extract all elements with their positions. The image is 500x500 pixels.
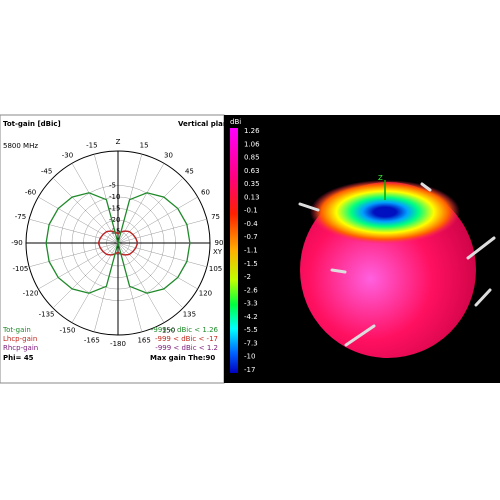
colorbar-tick-label: -7.3 — [244, 339, 258, 347]
pattern-3d-top — [310, 180, 460, 244]
axes-3d — [298, 182, 496, 347]
r-tick-label: -15 — [109, 205, 120, 213]
phi: Phi= 45 — [3, 354, 34, 362]
grid-spoke — [117, 196, 198, 244]
frequency: 5800 MHz — [3, 142, 38, 150]
grid-spoke — [71, 242, 119, 323]
theta-tick-label: 105 — [209, 265, 222, 273]
theta-tick-label: -75 — [15, 213, 26, 221]
theta-tick-label: -90 — [11, 239, 22, 247]
legend-range: -999 < dBic < 1.2 — [155, 344, 218, 352]
theta-tick-label: 165 — [137, 337, 150, 345]
colorbar-tick-label: 1.26 — [244, 127, 260, 135]
theta-tick-label: -120 — [23, 290, 39, 298]
grid-spoke — [38, 196, 119, 244]
theta-tick-label: 60 — [201, 189, 210, 197]
theta-tick-label: 30 — [164, 152, 173, 160]
colorbar-tick-label: 0.63 — [244, 167, 260, 175]
colorbar-tick-label: -3.3 — [244, 300, 258, 308]
colorbar-tick-label: -0.4 — [244, 220, 258, 228]
theta-tick-label: -45 — [41, 168, 52, 176]
colorbar-tick-label: -17 — [244, 366, 255, 374]
colorbar-tick-label: 0.13 — [244, 193, 260, 201]
theta-tick-label: 15 — [140, 141, 149, 149]
legend-name: Lhcp-gain — [3, 335, 37, 343]
r-tick-label: -20 — [109, 216, 120, 224]
r-tick-label: -5 — [109, 182, 116, 190]
grid-spoke — [117, 218, 207, 244]
grid-spoke — [117, 242, 198, 290]
colorbar — [230, 128, 238, 373]
max-gain: Max gain The:90 — [150, 354, 215, 362]
theta-tick-label: -135 — [39, 310, 55, 318]
theta-tick-label: -180 — [110, 340, 126, 348]
theta-tick-label: 45 — [185, 168, 194, 176]
theta-tick-label: -30 — [62, 152, 73, 160]
legend-range: -999 < dBic < 1.26 — [151, 326, 219, 334]
theta-tick-label: Z — [116, 138, 121, 146]
theta-tick-label: -150 — [60, 326, 76, 334]
legend-range: -999 < dBic < -17 — [155, 335, 218, 343]
chart-title: Tot-gain [dBic] — [3, 120, 61, 128]
theta-tick-label: -60 — [25, 189, 36, 197]
colorbar-tick-label: -0.7 — [244, 233, 258, 241]
r-tick-label: -10 — [109, 193, 120, 201]
theta-tick-label: 75 — [211, 213, 220, 221]
theta-tick-label: 135 — [183, 310, 196, 318]
colorbar-tick-label: -0.1 — [244, 207, 258, 215]
legend-name: Rhcp-gain — [3, 344, 38, 352]
legend-name: Tot-gain — [2, 326, 31, 334]
series-line — [97, 230, 139, 256]
colorbar-tick-label: 0.85 — [244, 154, 260, 162]
colorbar-tick-label: -4.2 — [244, 313, 258, 321]
grid-spoke — [117, 242, 207, 268]
theta-tick-label: -165 — [84, 337, 100, 345]
series-line — [45, 192, 191, 294]
colorbar-tick-label: -2.6 — [244, 286, 258, 294]
colorbar-tick-label: -1.5 — [244, 260, 258, 268]
theta-tick-label: 120 — [199, 290, 212, 298]
colorbar-tick-label: -2 — [244, 273, 251, 281]
colorbar-tick-label: -1.1 — [244, 247, 258, 255]
chart-subtitle: Vertical plane — [178, 120, 233, 128]
theta-tick-label: -105 — [12, 265, 28, 273]
theta-tick-label: -15 — [86, 141, 97, 149]
xy-label: XY — [213, 248, 223, 256]
grid-spoke — [38, 242, 119, 290]
colorbar-tick-label: -10 — [244, 353, 255, 361]
grid-spoke — [71, 163, 119, 244]
grid-spoke — [29, 242, 119, 268]
colorbar-tick-label: -5.5 — [244, 326, 258, 334]
theta-tick-label: 90 — [215, 239, 224, 247]
grid-spoke — [117, 242, 165, 323]
grid-spoke — [29, 218, 119, 244]
grid-spoke — [117, 163, 165, 244]
colorbar-tick-label: 0.35 — [244, 180, 260, 188]
theta-tick-label: 150 — [162, 326, 175, 334]
z-label: Z — [378, 174, 383, 182]
colorbar-label: dBi — [230, 118, 241, 126]
colorbar-tick-label: 1.06 — [244, 140, 260, 148]
